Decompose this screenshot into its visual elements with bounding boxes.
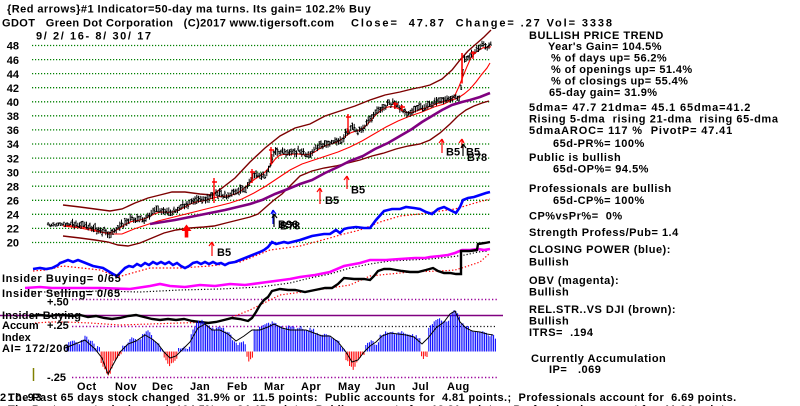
svg-text:46: 46: [7, 55, 19, 67]
svg-text:Mar: Mar: [264, 381, 285, 393]
svg-text:CLOSING POWER (blue):: CLOSING POWER (blue):: [529, 244, 671, 256]
svg-text:Close= 47.87 Change= .27 Vol: Close= 47.87 Change= .27 Vol= 3338: [351, 18, 614, 30]
svg-text:34: 34: [7, 139, 20, 151]
svg-text:B5: B5: [351, 185, 365, 197]
svg-text:B78: B78: [280, 221, 300, 233]
svg-text:REL.STR..VS DJI (brown):: REL.STR..VS DJI (brown):: [529, 304, 676, 316]
svg-text:ITRS= .194: ITRS= .194: [529, 327, 594, 339]
svg-text:GDOT Green Dot Corporation: GDOT Green Dot Corporation (C)2017 www.t…: [2, 18, 334, 30]
svg-text:42: 42: [7, 83, 19, 95]
svg-text:Bullish: Bullish: [529, 287, 569, 299]
svg-text:65d-CP%= 100%: 65d-CP%= 100%: [553, 195, 645, 207]
svg-text:-.25: -.25: [47, 372, 66, 384]
svg-text:65d-PR%= 100%: 65d-PR%= 100%: [553, 138, 645, 150]
svg-text:Oct: Oct: [77, 381, 97, 393]
svg-text:May: May: [338, 381, 361, 393]
svg-text:Bullish: Bullish: [529, 316, 569, 328]
svg-text:38: 38: [7, 111, 19, 123]
svg-text:22: 22: [7, 224, 19, 236]
svg-text:% of closings up= 55.4%: % of closings up= 55.4%: [551, 76, 688, 88]
svg-text:Jul: Jul: [412, 381, 429, 393]
svg-text:{Red arrows}#1 Indicator=50-da: {Red arrows}#1 Indicator=50-day ma turns…: [7, 4, 372, 16]
svg-text:Accum: Accum: [2, 320, 39, 332]
svg-text:Public is bullish: Public is bullish: [529, 152, 621, 164]
svg-text:32: 32: [7, 153, 19, 165]
svg-text:% of days up= 56.2%: % of days up= 56.2%: [551, 53, 667, 65]
svg-text:OBV (magenta):: OBV (magenta):: [529, 275, 619, 287]
svg-text:Bullish: Bullish: [529, 257, 569, 269]
svg-text:B5: B5: [446, 147, 460, 159]
svg-text:65-day gain= 31.9%: 65-day gain= 31.9%: [549, 87, 657, 99]
svg-text:Rising 5-dma rising 21-dma r: Rising 5-dma rising 21-dma rising 65-dma: [529, 114, 779, 126]
svg-text:Insider Selling= 0/65: Insider Selling= 0/65: [2, 288, 121, 300]
svg-text:Currently Accumulation: Currently Accumulation: [531, 353, 666, 365]
svg-text:Jun: Jun: [375, 381, 396, 393]
svg-text:Index: Index: [2, 332, 32, 344]
svg-text:9/ 2/ 16- 8/ 30/ 17: 9/ 2/ 16- 8/ 30/ 17: [36, 31, 153, 43]
svg-text:Nov: Nov: [115, 381, 137, 393]
svg-text:24: 24: [7, 210, 20, 222]
svg-text:B96: B96: [278, 219, 298, 231]
svg-text:IP= .069: IP= .069: [549, 364, 601, 376]
svg-text:30: 30: [7, 167, 19, 179]
svg-text:CP%vsPr%= 0%: CP%vsPr%= 0%: [529, 211, 623, 223]
svg-text:+.50: +.50: [47, 297, 69, 309]
svg-text:+.25: +.25: [47, 320, 69, 332]
svg-text:5dmaAROC= 117 % PivotP= 47.41: 5dmaAROC= 117 % PivotP= 47.41: [529, 125, 733, 137]
svg-text:% of openings up= 51.4%: % of openings up= 51.4%: [551, 64, 693, 76]
svg-text:Insider Buying: Insider Buying: [2, 310, 81, 322]
svg-text:Strength Profess/Pub= 1.4: Strength Profess/Pub= 1.4: [529, 227, 679, 239]
svg-text:Aug: Aug: [447, 381, 470, 393]
svg-text:B5: B5: [325, 195, 339, 207]
svg-text:Feb: Feb: [227, 381, 248, 393]
svg-text:28: 28: [7, 181, 19, 193]
svg-text:20: 20: [7, 238, 19, 250]
svg-text:65d-OP%= 94.5%: 65d-OP%= 94.5%: [553, 164, 649, 176]
svg-text:Professionals are bullish: Professionals are bullish: [529, 183, 672, 195]
svg-text:Apr: Apr: [301, 381, 321, 393]
svg-text:B5: B5: [217, 247, 231, 259]
svg-text:44: 44: [7, 69, 20, 81]
svg-text:36: 36: [7, 125, 19, 137]
svg-text:Jan: Jan: [190, 381, 210, 393]
svg-text:B78: B78: [467, 152, 487, 164]
svg-text:5dma= 47.7 21dma= 45.1 65dma=4: 5dma= 47.7 21dma= 45.1 65dma=41.2: [529, 102, 751, 114]
svg-text:B5: B5: [466, 147, 480, 159]
svg-text:40: 40: [7, 97, 19, 109]
svg-text:AI= 172/200: AI= 172/200: [2, 343, 70, 355]
svg-text:48: 48: [7, 41, 19, 53]
svg-text:210.93: 210.93: [0, 392, 43, 404]
svg-text:Dec: Dec: [152, 381, 173, 393]
svg-text:The Past 65 days stock changed: The Past 65 days stock changed 31.9% or …: [8, 392, 737, 404]
svg-text:Year's Gain= 104.5%: Year's Gain= 104.5%: [548, 41, 662, 53]
svg-text:BULLISH PRICE TREND: BULLISH PRICE TREND: [529, 30, 664, 42]
svg-text:The Past year stock changed 1: The Past year stock changed 104.5% or 24…: [8, 404, 735, 406]
svg-text:26: 26: [7, 196, 19, 208]
svg-text:Insider Buying= 0/65: Insider Buying= 0/65: [2, 273, 121, 285]
